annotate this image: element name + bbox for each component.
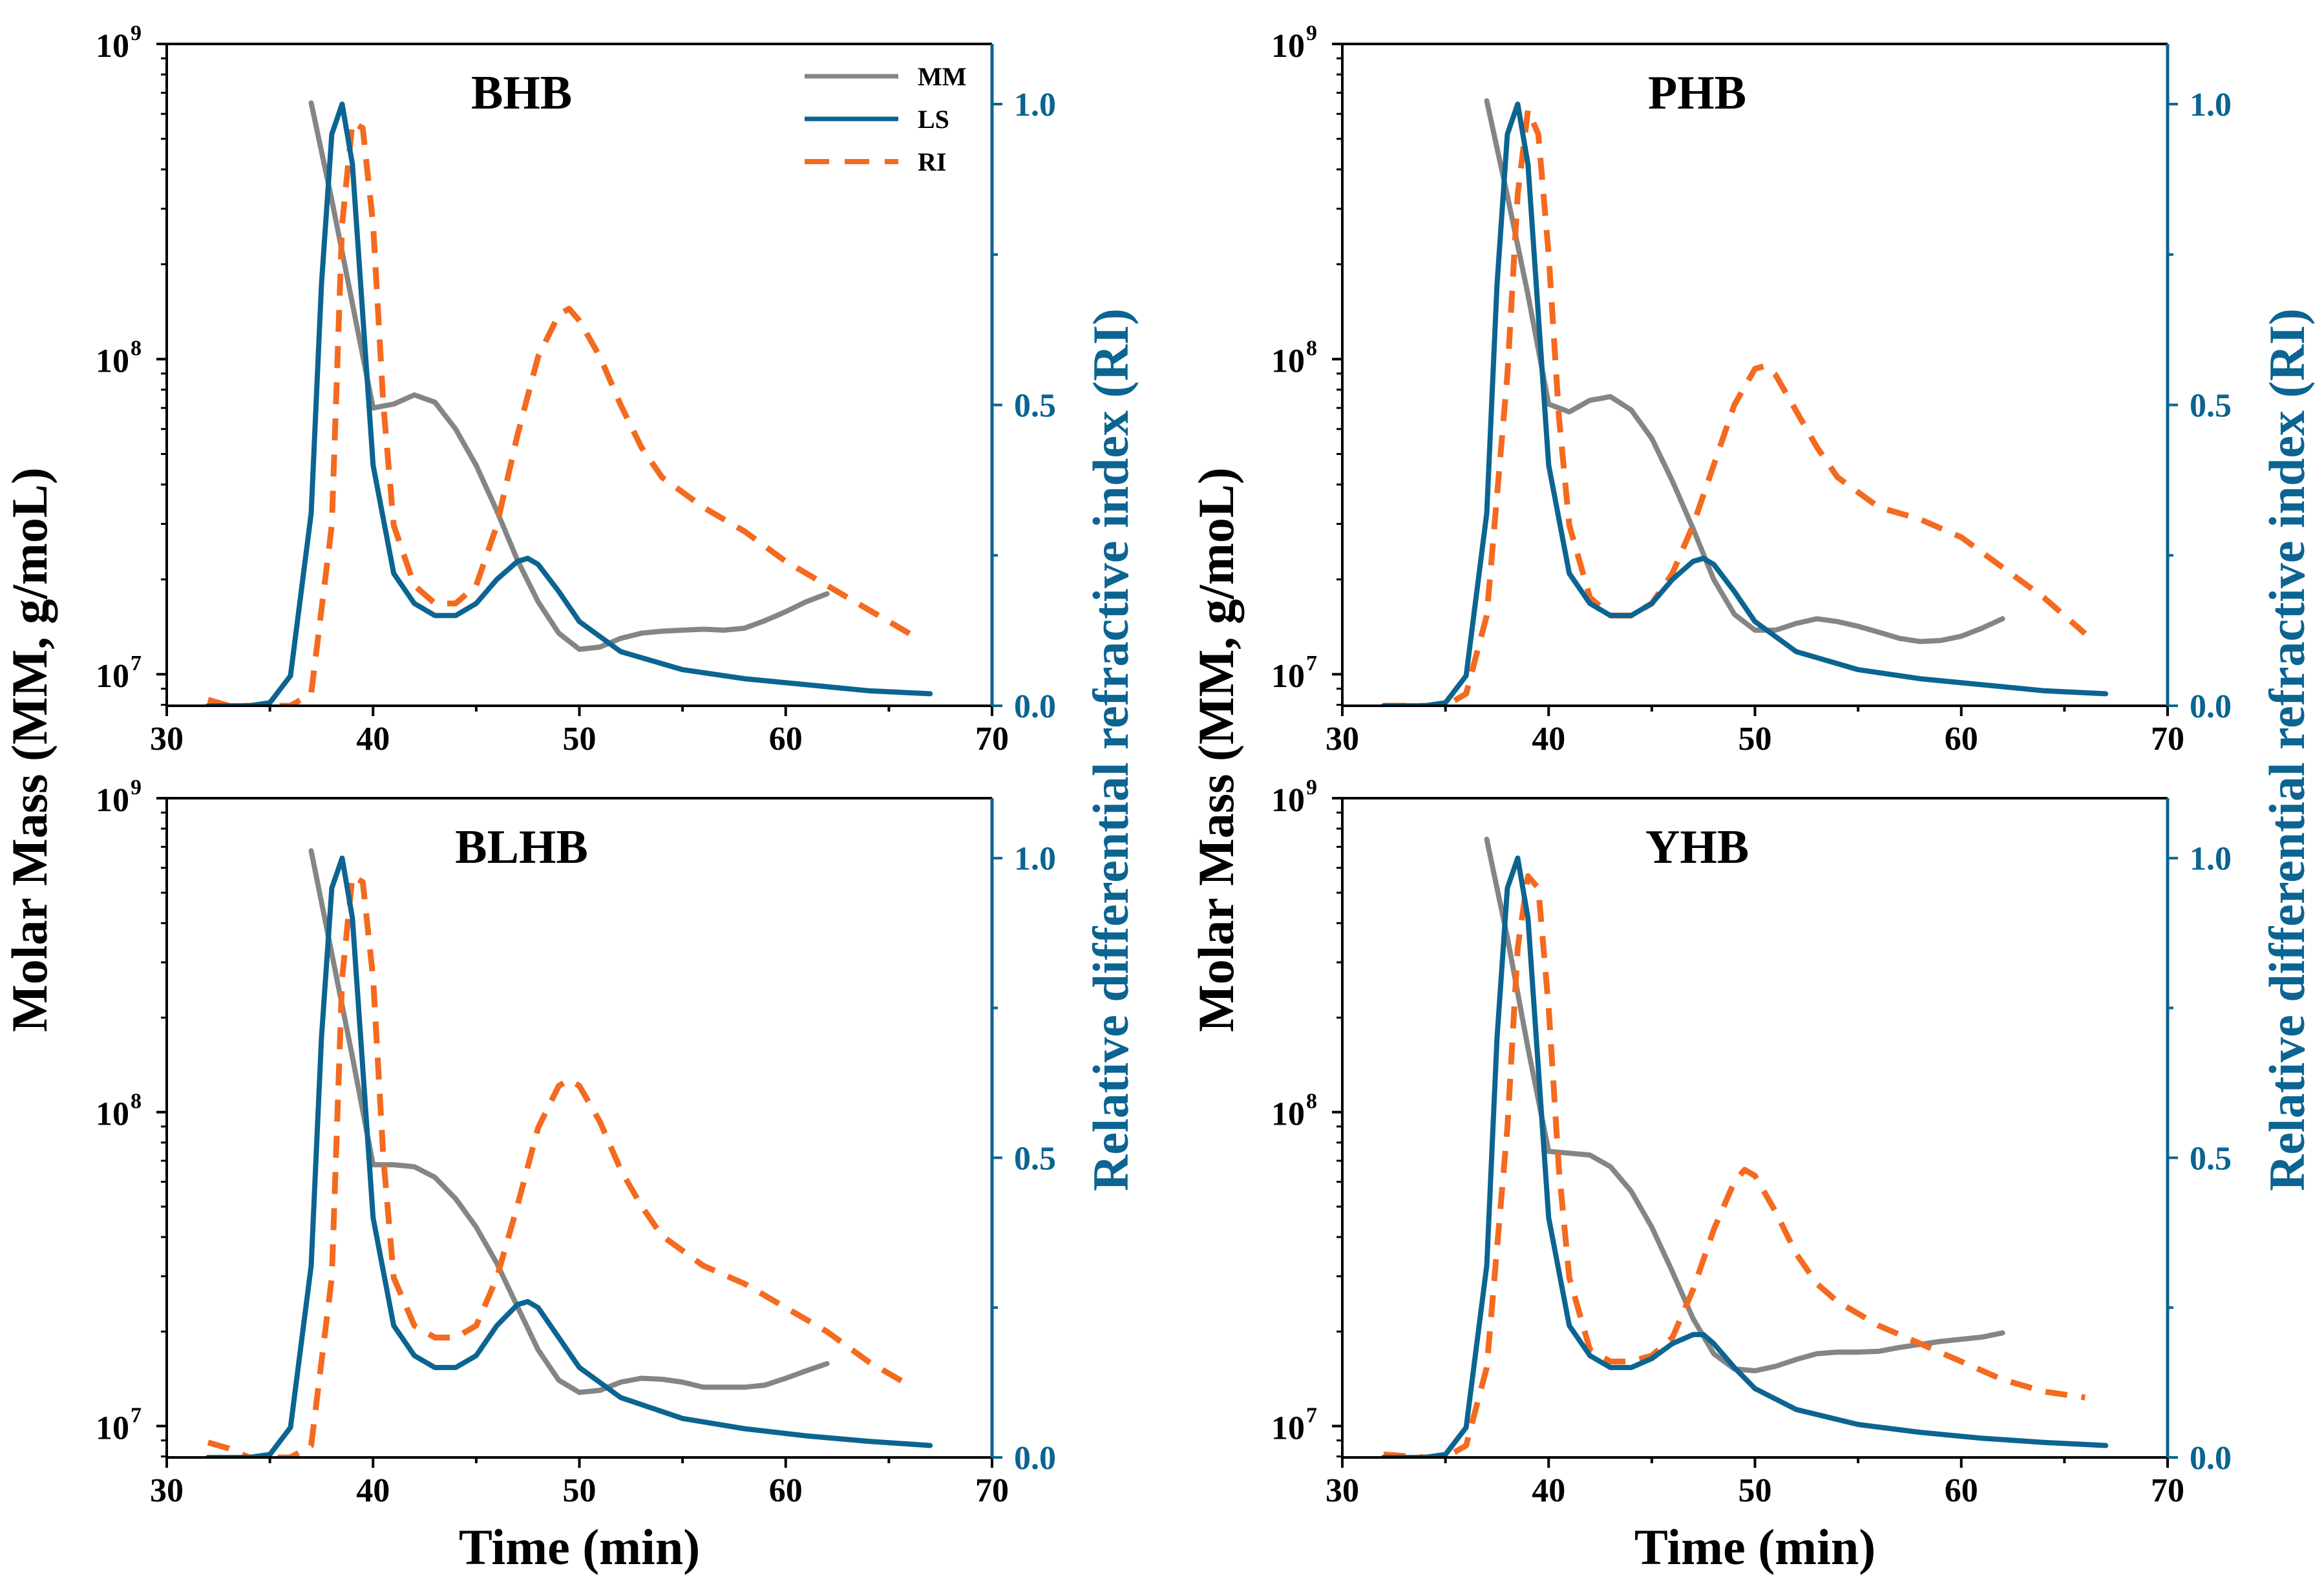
panel-title: PHB [1648,67,1746,120]
y-left-tick-exponent: 8 [131,337,142,361]
y-right-tick-label: 1.0 [1014,87,1056,123]
panel-title: YHB [1645,821,1749,874]
y-left-tick-base: 10 [1271,28,1305,65]
y-left-tick-base: 10 [1271,1410,1305,1446]
y-right-tick-label: 1.0 [2190,87,2232,123]
y-left-tick-base: 10 [1271,343,1305,380]
y-right-tick-label: 0.0 [1014,688,1056,725]
x-tick-label: 50 [563,1472,597,1509]
series-ls-line [205,101,933,706]
x-tick-label: 50 [1738,1472,1772,1509]
y-left-tick-exponent: 7 [131,651,142,675]
y-left-tick-exponent: 8 [1306,337,1317,361]
y-left-tick-label: 10 9 [96,776,142,819]
y-right-tick-label: 0.0 [2190,688,2232,725]
y-left-tick-base: 10 [1271,782,1305,819]
series-ls-line [1380,855,2109,1457]
y-left-tick-label: 10 7 [1271,651,1317,695]
x-tick-label: 40 [1532,1472,1565,1509]
y-left-tick-label: 10 9 [1271,776,1317,819]
x-tick-label: 70 [2151,721,2184,757]
y-left-tick-base: 10 [96,28,129,65]
x-tick-label: 60 [769,721,803,757]
series-mm-line [308,848,830,1395]
x-axis-label: Time (min) [459,1519,700,1575]
y-right-tick-label: 0.5 [1014,388,1056,425]
series-mm-line [308,100,830,652]
y-left-tick-base: 10 [1271,1096,1305,1133]
legend-ls-label: LS [918,105,949,134]
y-left-tick-label: 10 7 [1271,1403,1317,1446]
y-left-tick-base: 10 [96,343,129,380]
y-right-tick-label: 1.0 [1014,841,1056,878]
y-left-tick-base: 10 [1271,658,1305,695]
y-left-tick-exponent: 7 [1306,1403,1317,1427]
x-tick-label: 30 [1326,1472,1359,1509]
y-left-tick-exponent: 7 [131,1403,142,1427]
y-left-tick-base: 10 [96,658,129,695]
y-left-tick-exponent: 9 [1306,21,1317,45]
y-left-tick-exponent: 9 [131,21,142,45]
x-tick-label: 60 [769,1472,803,1509]
y-left-tick-label: 10 8 [96,337,142,380]
y-left-tick-label: 10 9 [96,21,142,65]
y-left-tick-exponent: 8 [131,1090,142,1114]
y-left-tick-label: 10 8 [1271,337,1317,380]
x-tick-label: 40 [356,721,390,757]
legend: MM LS RI [805,62,967,176]
series-ri-line [207,119,911,706]
series-ri-line [1383,873,2086,1457]
y-left-tick-exponent: 8 [1306,1090,1317,1114]
y-left-tick-label: 10 7 [96,651,142,695]
series-ls-line [205,855,933,1457]
x-tick-label: 30 [150,1472,184,1509]
y-left-tick-label: 10 9 [1271,21,1317,65]
x-tick-label: 40 [1532,721,1565,757]
y-left-axis-label: Molar Mass (MM, g/moL) [1188,467,1244,1032]
x-tick-label: 70 [975,721,1009,757]
y-right-tick-label: 0.5 [2190,1140,2232,1177]
y-right-tick-label: 1.0 [2190,841,2232,878]
panel-title: BHB [471,67,572,120]
y-left-tick-label: 10 8 [96,1090,142,1133]
x-tick-label: 50 [1738,721,1772,757]
y-left-tick-base: 10 [96,1096,129,1133]
y-right-tick-label: 0.0 [1014,1440,1056,1477]
y-left-tick-exponent: 9 [131,776,142,799]
x-axis-label: Time (min) [1634,1519,1875,1575]
legend-ri-label: RI [918,147,946,176]
y-right-tick-label: 0.0 [2190,1440,2232,1477]
legend-mm-label: MM [918,62,967,91]
y-left-tick-exponent: 7 [1306,651,1317,675]
y-left-tick-label: 10 7 [96,1403,142,1446]
x-tick-label: 60 [1945,721,1978,757]
y-left-axis-label: Molar Mass (MM, g/moL) [1,467,58,1032]
y-left-tick-exponent: 9 [1306,776,1317,799]
y-right-tick-label: 0.5 [2190,388,2232,425]
x-tick-label: 70 [975,1472,1009,1509]
x-tick-label: 60 [1945,1472,1978,1509]
x-tick-label: 30 [1326,721,1359,757]
x-tick-label: 40 [356,1472,390,1509]
series-ls-line [1380,101,2109,706]
y-left-tick-base: 10 [96,1410,129,1446]
y-right-axis-label: Relative differential refractive index (… [1083,308,1139,1191]
panel-title: BLHB [455,821,588,874]
series-ri-line [207,873,911,1457]
x-tick-label: 30 [150,721,184,757]
y-right-tick-label: 0.5 [1014,1140,1056,1177]
y-left-tick-base: 10 [96,782,129,819]
series-ri-line [1383,107,2087,706]
y-left-tick-label: 10 8 [1271,1090,1317,1133]
y-right-axis-label: Relative differential refractive index (… [2259,308,2315,1191]
series-mm-line [1484,98,2005,644]
x-tick-label: 50 [563,721,597,757]
x-tick-label: 70 [2151,1472,2184,1509]
